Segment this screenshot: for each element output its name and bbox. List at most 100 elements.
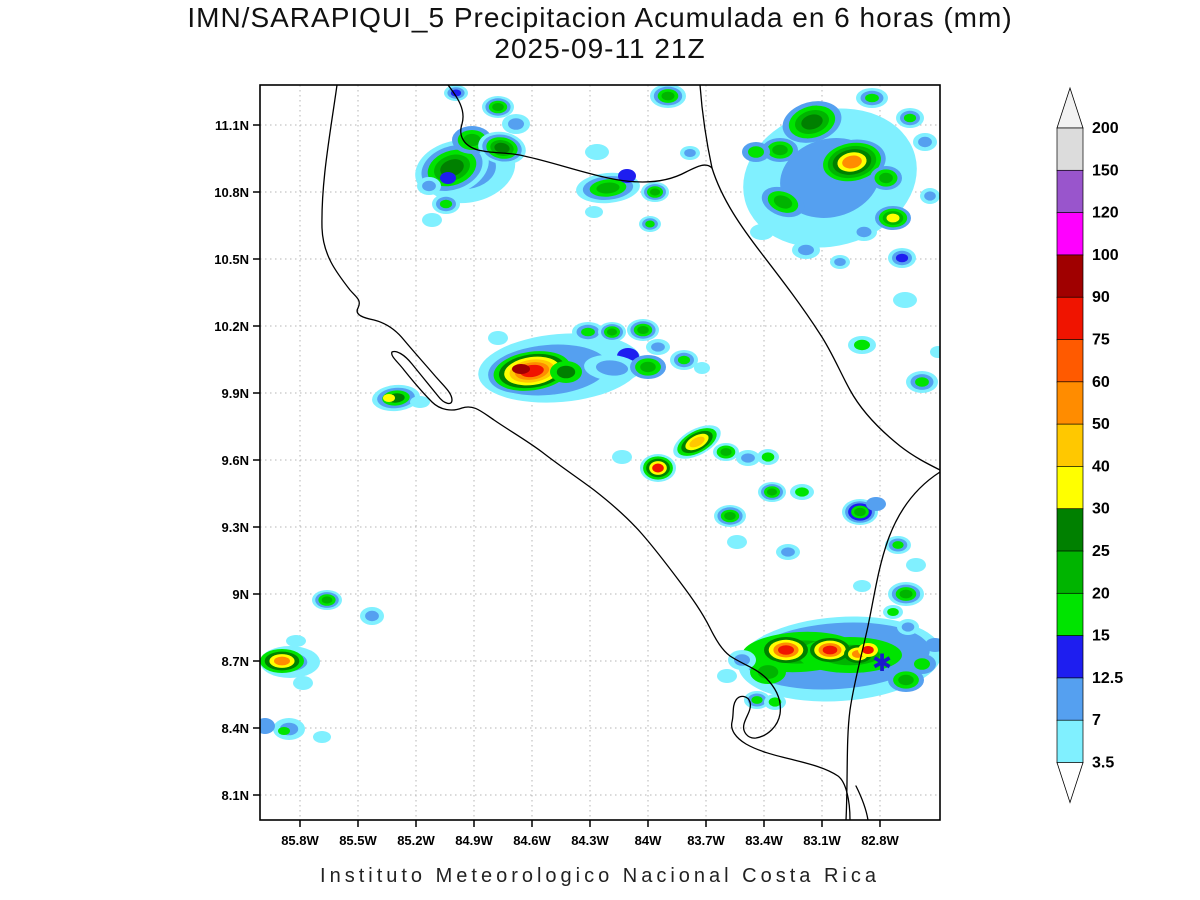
precip-cell bbox=[856, 88, 888, 108]
colorbar-arrow-bottom bbox=[1056, 762, 1084, 804]
precip-cell bbox=[630, 355, 666, 379]
precip-cell bbox=[673, 425, 721, 459]
lon-tick-label: 84.3W bbox=[571, 833, 609, 848]
colorbar-label: 7 bbox=[1092, 712, 1101, 729]
precip-cell bbox=[714, 505, 746, 527]
precip-cell bbox=[512, 364, 530, 374]
colorbar-segment bbox=[1056, 466, 1084, 510]
colorbar-label: 200 bbox=[1092, 120, 1119, 137]
precip-cell bbox=[727, 535, 747, 549]
precip-cell bbox=[792, 241, 820, 259]
precip-cell bbox=[641, 182, 669, 202]
precip-cell bbox=[870, 166, 902, 190]
colorbar-label: 150 bbox=[1092, 162, 1119, 179]
lat-tick-label: 8.4N bbox=[222, 721, 249, 736]
precip-cell bbox=[717, 669, 737, 683]
precip-cell bbox=[598, 322, 626, 342]
precip-cell bbox=[313, 731, 331, 743]
colorbar-segment bbox=[1056, 339, 1084, 383]
star-marker-icon: ✱ bbox=[872, 650, 892, 677]
precip-cell bbox=[646, 339, 670, 355]
precip-cell bbox=[728, 650, 756, 670]
precip-cell bbox=[810, 638, 850, 662]
precip-cell bbox=[866, 497, 886, 511]
precip-cell bbox=[742, 142, 770, 162]
colorbar-label: 20 bbox=[1092, 585, 1110, 602]
precip-cell bbox=[680, 146, 700, 160]
lat-tick-label: 9.9N bbox=[222, 386, 249, 401]
colorbar-segment bbox=[1056, 169, 1084, 214]
precip-cell bbox=[618, 169, 636, 183]
colorbar: 200 150 120 100 90 75 60 50 40 30 25 20 15 12.5 7 3.5 bbox=[1056, 86, 1123, 804]
precip-cell bbox=[761, 186, 805, 218]
precip-cell bbox=[550, 361, 582, 383]
precip-cell bbox=[790, 484, 814, 500]
precip-cell bbox=[776, 544, 800, 560]
precip-cell bbox=[260, 649, 304, 673]
precip-cell bbox=[848, 336, 876, 354]
precip-cell bbox=[897, 619, 919, 635]
lat-tick-label: 10.2N bbox=[214, 319, 249, 334]
precip-cell bbox=[830, 255, 850, 269]
colorbar-label: 15 bbox=[1092, 628, 1110, 645]
colorbar-segment bbox=[1056, 592, 1084, 637]
colorbar-label: 40 bbox=[1092, 458, 1110, 475]
precip-cell bbox=[782, 101, 842, 143]
colorbar-segment bbox=[1056, 508, 1084, 552]
colorbar-segment bbox=[1056, 254, 1084, 298]
coastline-path bbox=[447, 85, 713, 183]
map-frame bbox=[259, 84, 941, 821]
precip-cell bbox=[713, 443, 739, 461]
colorbar-label: 75 bbox=[1092, 332, 1110, 349]
lon-tick-label: 83.1W bbox=[803, 833, 841, 848]
coastline-path bbox=[321, 85, 851, 820]
colorbar-segment bbox=[1056, 212, 1084, 256]
colorbar-label: 60 bbox=[1092, 374, 1110, 391]
colorbar-label: 100 bbox=[1092, 247, 1119, 264]
precip-cell bbox=[432, 194, 460, 214]
precip-cell bbox=[906, 371, 938, 393]
colorbar-label: 90 bbox=[1092, 289, 1110, 306]
precip-cell bbox=[422, 213, 442, 227]
axis-layer: 85.8W 85.5W 85.2W 84.9W 84.6W 84.3W 84W 83.7W 83… bbox=[214, 84, 941, 848]
precip-cell bbox=[896, 108, 924, 128]
precip-cell bbox=[488, 348, 576, 394]
precip-cell bbox=[585, 206, 603, 218]
coastline-path bbox=[699, 85, 940, 471]
precip-cell bbox=[883, 605, 903, 619]
colorbar-segment bbox=[1056, 127, 1084, 172]
lon-tick-label: 84.6W bbox=[513, 833, 551, 848]
colorbar-segment bbox=[1056, 381, 1084, 425]
colorbar-segment bbox=[1056, 296, 1084, 341]
lat-tick-label: 8.1N bbox=[222, 788, 249, 803]
precip-cell bbox=[888, 668, 924, 692]
precip-cell bbox=[670, 350, 698, 370]
coastline-path bbox=[845, 471, 940, 820]
precip-cell bbox=[488, 331, 508, 345]
precip-cell bbox=[920, 188, 940, 204]
lat-tick-label: 10.5N bbox=[214, 252, 249, 267]
precip-cell bbox=[818, 139, 886, 185]
colorbar-segment bbox=[1056, 677, 1084, 721]
colorbar-segment bbox=[1056, 423, 1084, 468]
precip-cell bbox=[572, 322, 604, 342]
lon-tick-label: 84.9W bbox=[455, 833, 493, 848]
precip-cell bbox=[478, 131, 526, 165]
precip-cell bbox=[888, 248, 916, 268]
coastline-layer: ✱ bbox=[321, 85, 940, 820]
colorbar-label: 25 bbox=[1092, 543, 1110, 560]
precip-cell bbox=[757, 449, 779, 465]
precip-cell bbox=[286, 635, 306, 647]
colorbar-label: 50 bbox=[1092, 416, 1110, 433]
precip-cell bbox=[639, 216, 661, 232]
lat-tick-label: 10.8N bbox=[214, 185, 249, 200]
precip-cell bbox=[750, 224, 774, 240]
colorbar-label: 12.5 bbox=[1092, 670, 1123, 687]
lat-tick-label: 9.3N bbox=[222, 520, 249, 535]
lon-tick-label: 82.8W bbox=[861, 833, 899, 848]
precip-cell bbox=[502, 114, 530, 134]
lat-tick-label: 9.6N bbox=[222, 453, 249, 468]
lon-tick-label: 85.8W bbox=[281, 833, 319, 848]
coastline-path bbox=[855, 785, 869, 820]
